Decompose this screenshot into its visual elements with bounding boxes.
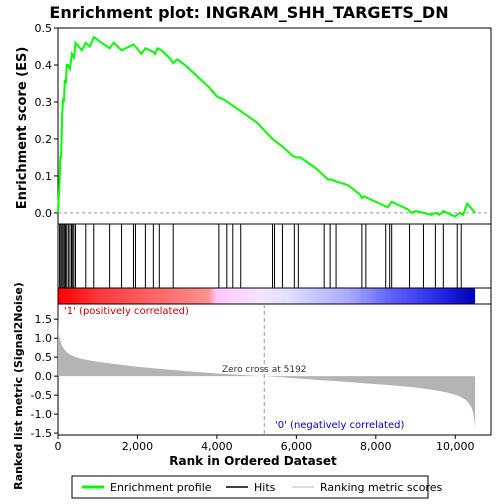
metric-tick-label: 1.5 bbox=[35, 313, 53, 326]
es-tick-label: 0.3 bbox=[35, 96, 53, 109]
es-axis-label: Enrichment score (ES) bbox=[15, 47, 30, 210]
es-tick-label: 0.1 bbox=[35, 170, 53, 183]
x-axis-ticks: 0 2,000 4,000 6,000 8,000 10,000 bbox=[55, 435, 475, 453]
x-tick-label: 10,000 bbox=[436, 440, 475, 453]
es-axis-ticks: 0.0 0.1 0.2 0.3 0.4 0.5 bbox=[35, 22, 59, 220]
legend-label: Enrichment profile bbox=[110, 481, 212, 494]
es-tick-label: 0.4 bbox=[35, 59, 53, 72]
legend-label: Ranking metric scores bbox=[320, 481, 442, 494]
x-tick-label: 6,000 bbox=[281, 440, 313, 453]
x-tick-label: 8,000 bbox=[360, 440, 392, 453]
metric-tick-label: -1.0 bbox=[31, 408, 52, 421]
metric-tick-label: -0.5 bbox=[31, 389, 52, 402]
rank-color-bar bbox=[58, 288, 475, 304]
metric-tick-label: -1.5 bbox=[31, 427, 52, 440]
legend: Enrichment profile Hits Ranking metric sco… bbox=[82, 481, 442, 494]
x-axis-label: Rank in Ordered Dataset bbox=[169, 454, 337, 468]
es-panel-frame bbox=[58, 28, 491, 224]
zero-cross-label: Zero cross at 5192 bbox=[222, 365, 307, 375]
legend-label: Hits bbox=[254, 481, 276, 494]
es-tick-label: 0.2 bbox=[35, 133, 53, 146]
x-tick-label: 2,000 bbox=[122, 440, 154, 453]
x-tick-label: 0 bbox=[55, 440, 62, 453]
es-tick-label: 0.5 bbox=[35, 22, 53, 35]
es-tick-label: 0.0 bbox=[35, 207, 53, 220]
metric-tick-label: 0.5 bbox=[35, 351, 53, 364]
metric-tick-label: 1.0 bbox=[35, 332, 53, 345]
metric-tick-label: 0.0 bbox=[35, 370, 53, 383]
positive-correlation-label: '1' (positively correlated) bbox=[64, 306, 189, 317]
negative-correlation-label: '0' (negatively correlated) bbox=[275, 420, 404, 431]
x-tick-label: 4,000 bbox=[201, 440, 233, 453]
metric-axis-label: Ranked list metric (Signal2Noise) bbox=[12, 282, 25, 490]
metric-axis-ticks: -1.5 -1.0 -0.5 0.0 0.5 1.0 1.5 bbox=[31, 313, 58, 440]
chart-title: Enrichment plot: INGRAM_SHH_TARGETS_DN bbox=[49, 3, 448, 22]
